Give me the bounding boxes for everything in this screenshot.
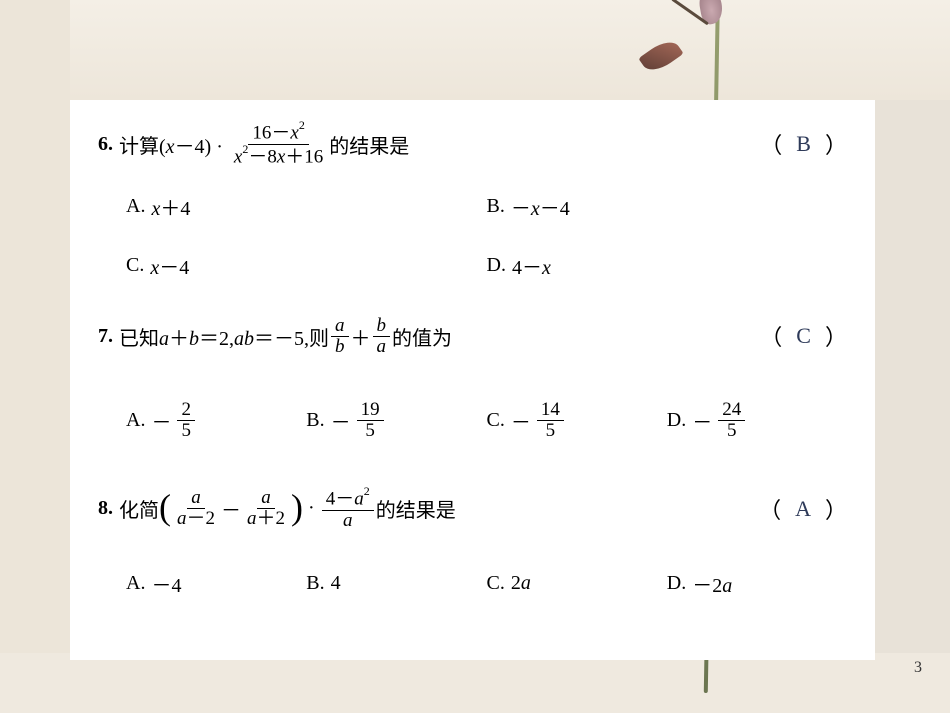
option-a: A.x＋4 [126, 192, 487, 221]
option-c: C.x－4 [126, 251, 487, 280]
q8-frac-right: a a＋2 [243, 488, 289, 529]
q7-prefix: 已知 [119, 322, 159, 351]
answer-letter: B [796, 131, 811, 157]
paren-close: ） [825, 128, 847, 160]
answer-box: （ C ） [760, 320, 847, 352]
background-left [0, 0, 70, 713]
option-c: C. － 145 [487, 400, 667, 441]
q8-minus: － [221, 494, 241, 523]
option-b: B.－x－4 [487, 192, 848, 221]
answer-box: （ A ） [759, 493, 847, 525]
answer-box: （ B ） [760, 128, 847, 160]
question-7: 7. 已知 a＋b＝2,ab＝－5,则 a b ＋ b a 的值为 （ C ） [98, 310, 847, 441]
q6-inline-before: x－4) · [166, 130, 223, 159]
option-d: D.4－x [487, 251, 848, 280]
option-a: A. － 25 [126, 400, 306, 441]
q6-suffix: 的结果是 [329, 130, 409, 159]
q8-dot: · [308, 497, 315, 520]
question-8-stem: 8. 化简 ( a a－2 － a a＋2 ) · 4－a2 a [98, 483, 847, 535]
question-number: 7. [98, 325, 113, 348]
question-7-options: A. － 25 B. － 195 C. － 145 D. － 245 [98, 400, 847, 441]
q8-prefix: 化简 [119, 494, 159, 523]
q8-suffix: 的结果是 [376, 494, 456, 523]
option-c: C.2a [487, 569, 667, 598]
q6-text-prefix: 计算( [119, 130, 166, 159]
background-bottom [0, 653, 950, 713]
paren-open: （ [760, 128, 782, 160]
q7-frac-1: a b [331, 316, 349, 357]
question-6: 6. 计算( x－4) · 16－x2 x2－8x＋16 的结果是 （ B ） [98, 118, 847, 280]
q7-suffix: 的值为 [392, 322, 452, 351]
option-b: B.4 [306, 569, 486, 598]
q6-fraction: 16－x2 x2－8x＋16 [230, 121, 327, 167]
option-d: D. － 245 [667, 400, 847, 441]
question-number: 8. [98, 497, 113, 520]
q7-plus: ＋ [351, 322, 371, 351]
question-7-stem: 7. 已知 a＋b＝2,ab＝－5,则 a b ＋ b a 的值为 （ C ） [98, 310, 847, 362]
answer-letter: A [795, 496, 811, 522]
answer-letter: C [796, 323, 811, 349]
q7-frac-2: b a [373, 316, 391, 357]
option-d: D.－2a [667, 569, 847, 598]
page-number: 3 [914, 659, 922, 677]
background-top [0, 0, 950, 100]
question-number: 6. [98, 133, 113, 156]
q8-frac-left: a a－2 [173, 488, 219, 529]
q8-frac-out: 4－a2 a [322, 487, 374, 530]
question-6-stem: 6. 计算( x－4) · 16－x2 x2－8x＋16 的结果是 （ B ） [98, 118, 847, 170]
question-6-options: A.x＋4 B.－x－4 C.x－4 D.4－x [98, 192, 847, 280]
content-card: 6. 计算( x－4) · 16－x2 x2－8x＋16 的结果是 （ B ） [70, 100, 875, 660]
option-b: B. － 195 [306, 400, 486, 441]
question-8-options: A.－4 B.4 C.2a D.－2a [98, 569, 847, 598]
option-a: A.－4 [126, 569, 306, 598]
question-8: 8. 化简 ( a a－2 － a a＋2 ) · 4－a2 a [98, 483, 847, 598]
